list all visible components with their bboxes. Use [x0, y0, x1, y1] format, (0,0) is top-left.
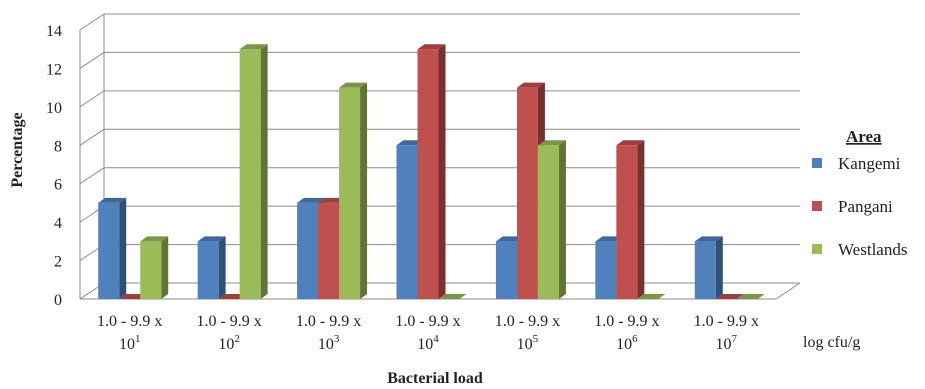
x-tick-label: 1.0 - 9.9 x [97, 313, 162, 330]
x-tick-power: 102 [218, 333, 240, 353]
bar-westlands-5 [537, 140, 566, 299]
bar-westlands-3 [339, 82, 368, 300]
bar-westlands-7 [736, 294, 765, 299]
bar-westlands-1 [140, 236, 169, 299]
bar-westlands-2 [239, 44, 268, 299]
y-tick-label: 2 [54, 254, 62, 271]
bar-kangemi-7 [694, 236, 723, 299]
legend-swatch-westlands [812, 244, 822, 254]
x-tick-power: 104 [417, 333, 439, 353]
x-tick-power: 101 [119, 333, 141, 353]
bar-westlands-6 [637, 294, 666, 299]
x-axis-title: Bacterial load [387, 370, 483, 387]
bars [98, 44, 765, 300]
y-tick-label: 10 [46, 100, 62, 117]
legend-title: Area [846, 127, 882, 146]
gridline [79, 13, 800, 31]
bar-pangani-4 [417, 44, 446, 299]
y-tick-label: 14 [46, 23, 62, 40]
x-tick-label: 1.0 - 9.9 x [196, 313, 261, 330]
x-tick-power: 105 [517, 333, 539, 353]
bar-kangemi-2 [197, 236, 226, 299]
bar-westlands-4 [438, 294, 467, 299]
x-axis-unit-label: log cfu/g [803, 334, 860, 351]
y-axis-ticks: 0 2 4 6 8 10 12 14 [46, 23, 62, 309]
bar-pangani-7 [715, 294, 744, 299]
y-tick-label: 0 [54, 292, 62, 309]
legend-swatch-kangemi [812, 158, 822, 168]
y-tick-label: 12 [46, 61, 62, 78]
x-tick-power: 106 [616, 333, 638, 353]
x-tick-label: 1.0 - 9.9 x [395, 313, 460, 330]
y-tick-label: 8 [54, 138, 62, 155]
legend-swatch-pangani [812, 201, 822, 211]
x-tick-label: 1.0 - 9.9 x [495, 313, 560, 330]
y-tick-label: 4 [54, 215, 62, 232]
legend-label-pangani: Pangani [838, 197, 893, 216]
x-axis-ticks: 1.0 - 9.9 x 101 1.0 - 9.9 x 102 1.0 - 9.9 x 1… [97, 313, 759, 353]
x-tick-power: 103 [318, 333, 340, 353]
x-tick-label: 1.0 - 9.9 x [694, 313, 759, 330]
bar-pangani-6 [616, 140, 645, 299]
legend: Area Kangemi Pangani Westlands [812, 127, 907, 259]
legend-label-westlands: Westlands [838, 240, 907, 259]
y-tick-label: 6 [54, 177, 62, 194]
x-tick-label: 1.0 - 9.9 x [594, 313, 659, 330]
x-tick-label: 1.0 - 9.9 x [296, 313, 361, 330]
y-axis-title: Percentage [9, 112, 26, 187]
bar-kangemi-1 [98, 197, 127, 299]
legend-label-kangemi: Kangemi [838, 154, 901, 173]
x-tick-power: 107 [716, 333, 738, 353]
